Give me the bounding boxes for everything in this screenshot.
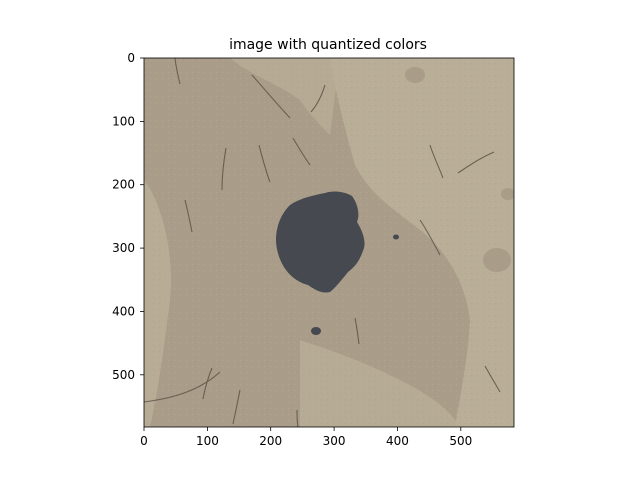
patch-right-3 xyxy=(405,67,425,83)
y-axis: 0 100 200 300 400 500 xyxy=(112,51,144,382)
y-tick-label: 200 xyxy=(112,178,135,192)
y-tick-label: 300 xyxy=(112,241,135,255)
x-tick-label: 400 xyxy=(386,434,409,448)
x-tick-label: 0 xyxy=(140,434,148,448)
quantized-image xyxy=(144,58,514,427)
y-tick-label: 0 xyxy=(127,51,135,65)
plot-title: image with quantized colors xyxy=(229,37,427,53)
x-tick-label: 200 xyxy=(259,434,282,448)
y-tick-label: 100 xyxy=(112,114,135,128)
lesion-spot-small xyxy=(311,327,321,335)
y-tick-label: 400 xyxy=(112,304,135,318)
x-axis: 0 100 200 300 400 500 xyxy=(140,427,472,448)
hair-strands xyxy=(144,58,501,427)
x-tick-label: 500 xyxy=(449,434,472,448)
y-tick-label: 500 xyxy=(112,368,135,382)
dark-lesion xyxy=(276,191,365,293)
x-tick-label: 100 xyxy=(196,434,219,448)
x-tick-label: 300 xyxy=(323,434,346,448)
lesion-spot-tiny xyxy=(393,234,399,240)
axes-frame xyxy=(143,57,515,428)
patch-right-2 xyxy=(501,188,514,200)
patch-right-1 xyxy=(483,248,511,272)
